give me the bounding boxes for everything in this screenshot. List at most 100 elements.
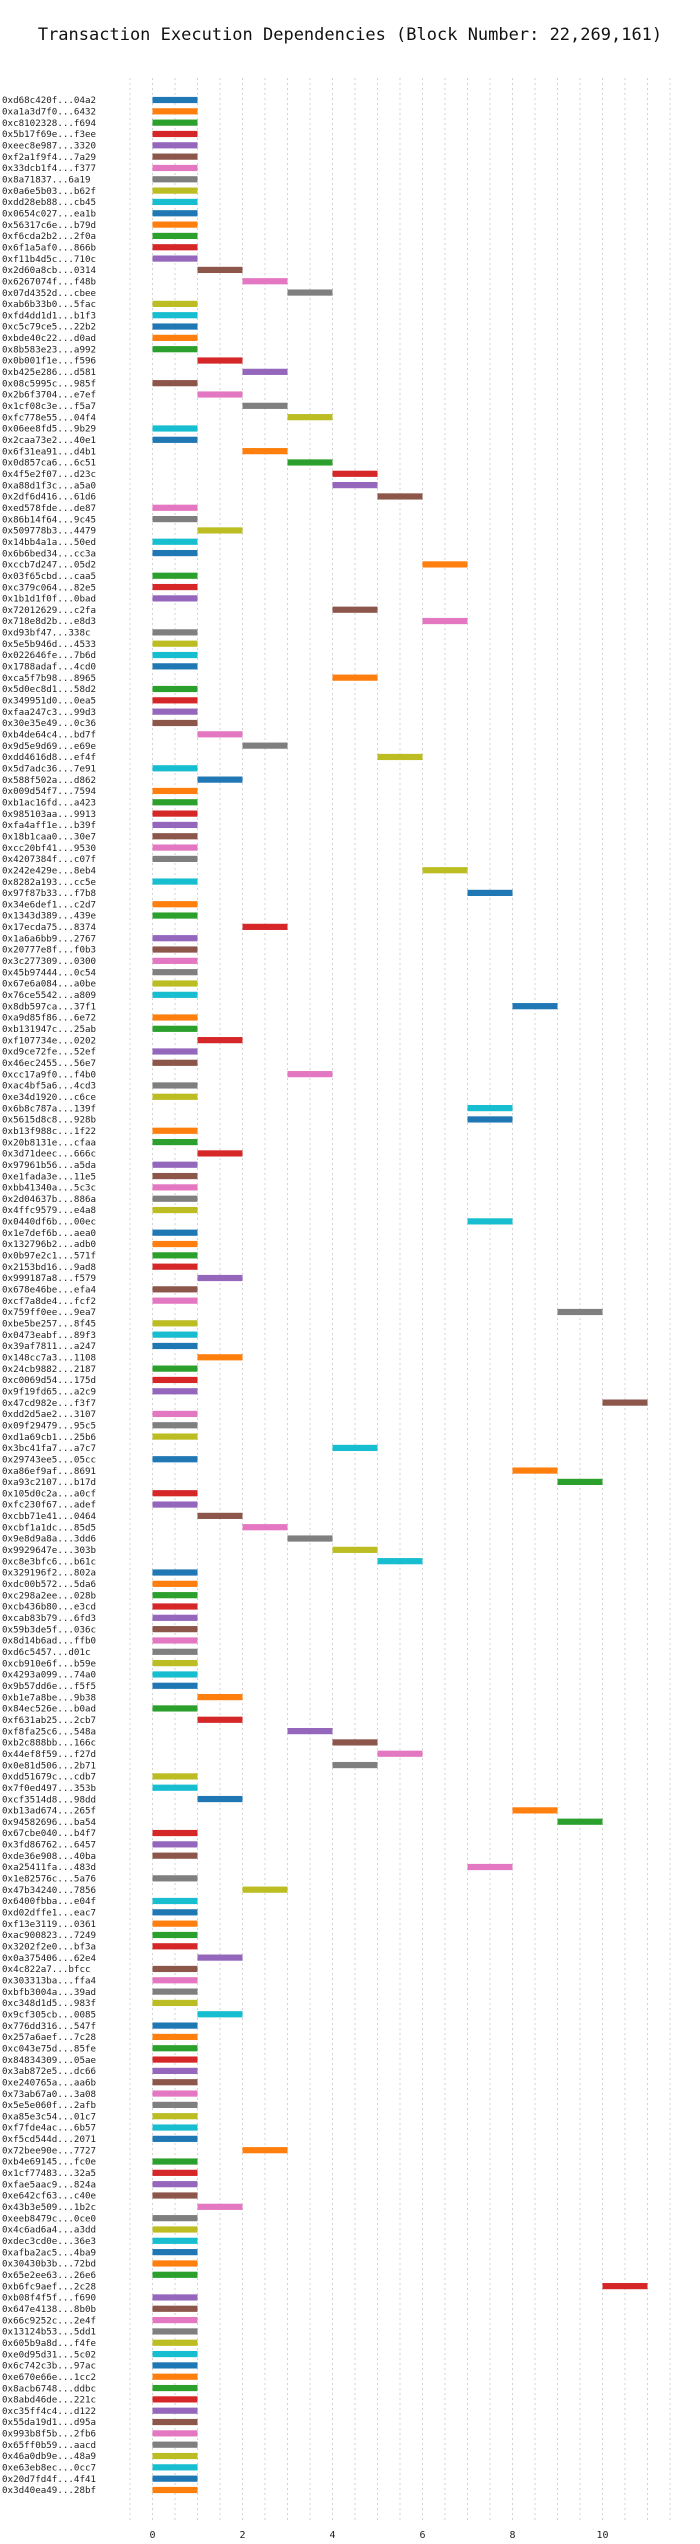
bar xyxy=(152,1660,198,1667)
bar xyxy=(152,2418,198,2426)
y-tick-label: 0xf8fa25c6...548a xyxy=(2,1726,96,1737)
bar xyxy=(152,1342,198,1350)
bar xyxy=(197,776,243,783)
bar xyxy=(152,187,198,194)
bar xyxy=(152,912,198,919)
bar xyxy=(152,1240,198,1248)
bar xyxy=(152,2237,198,2244)
bar xyxy=(152,1569,198,1576)
bar xyxy=(152,176,198,183)
y-tick-label: 0x0440df6b...00ec xyxy=(2,1217,96,1228)
bar xyxy=(152,1320,198,1327)
y-tick-label: 0xfaa247c3...99d3 xyxy=(2,707,96,718)
y-tick-label: 0xdd51679c...cdb7 xyxy=(2,1772,96,1783)
y-tick-label: 0x4ffc9579...e4a8 xyxy=(2,1205,96,1216)
bar xyxy=(152,1048,198,1055)
y-tick-label: 0x2caa73e2...40e1 xyxy=(2,435,96,446)
y-tick-label: 0xdec3cd0e...36e3 xyxy=(2,2236,96,2247)
y-tick-label: 0xe240765a...aa6b xyxy=(2,2077,96,2088)
y-tick-label: 0x33dcb1f4...f377 xyxy=(2,163,96,174)
bar xyxy=(152,1014,198,1021)
bar xyxy=(152,1206,198,1214)
y-tick-label: 0x73ab67a0...3a08 xyxy=(2,2089,96,2100)
y-tick-label: 0xf11b4d5c...710c xyxy=(2,254,96,265)
bar xyxy=(152,436,198,443)
y-tick-label: 0xe670e66e...1cc2 xyxy=(2,2372,96,2383)
y-tick-label: 0x1788adaf...4cd0 xyxy=(2,662,96,673)
bar xyxy=(287,1535,333,1542)
bar xyxy=(152,323,198,330)
y-tick-label: 0x8a71837...6a19 xyxy=(2,174,91,185)
y-tick-label: 0x6b8c787a...139f xyxy=(2,1103,96,1114)
y-tick-label: 0x17ecda75...8374 xyxy=(2,922,97,933)
y-tick-label: 0x67e6a084...a0be xyxy=(2,979,96,990)
bar xyxy=(152,1931,198,1939)
bar xyxy=(152,2260,198,2267)
y-tick-label: 0xab6b33b0...5fac xyxy=(2,299,96,310)
y-tick-label: 0x8acb6748...ddbc xyxy=(2,2383,96,2394)
y-tick-label: 0xe0d95d31...5c02 xyxy=(2,2349,96,2360)
bar xyxy=(152,1025,198,1032)
bar xyxy=(152,2373,198,2380)
y-tick-label: 0xa85e3c54...01c7 xyxy=(2,2111,96,2122)
bar xyxy=(152,2475,198,2482)
bar xyxy=(152,572,198,579)
bar xyxy=(152,651,198,659)
bar xyxy=(152,685,198,693)
y-tick-label: 0x30430b3b...72bd xyxy=(2,2259,96,2270)
y-tick-label: 0xcbf1a1dc...85d5 xyxy=(2,1522,96,1533)
bar xyxy=(152,108,198,115)
bar xyxy=(152,2452,198,2460)
bar xyxy=(152,980,198,987)
y-tick-label: 0xed578fde...de87 xyxy=(2,503,96,514)
bar xyxy=(512,1807,558,1814)
bar xyxy=(152,1671,198,1678)
bar xyxy=(332,606,378,613)
bar xyxy=(152,1501,198,1508)
y-tick-label: 0x303313ba...ffa4 xyxy=(2,1975,97,1986)
bar xyxy=(152,2316,198,2324)
bar xyxy=(152,1195,198,1202)
y-tick-label: 0xb4de64c4...bd7f xyxy=(2,730,96,741)
y-tick-label: 0xbb41340a...5c3c xyxy=(2,1183,96,1194)
y-tick-label: 0xf2a1f9f4...7a29 xyxy=(2,152,96,163)
y-tick-label: 0xa9d85f86...6e72 xyxy=(2,1013,96,1024)
bar xyxy=(152,640,198,647)
y-tick-label: 0x0b97e2c1...571f xyxy=(2,1251,96,1262)
y-tick-label: 0x0b001f1e...f596 xyxy=(2,356,96,367)
bar xyxy=(152,2396,198,2403)
y-tick-label: 0xb08f4f5f...f690 xyxy=(2,2293,96,2304)
y-tick-label: 0x0d857ca6...6c51 xyxy=(2,458,96,469)
y-tick-label: 0xc348d1d5...983f xyxy=(2,1998,96,2009)
y-tick-label: 0x3d40ea49...28bf xyxy=(2,2485,96,2496)
bar xyxy=(152,1229,198,1236)
y-tick-label: 0x3202f2e0...bf3a xyxy=(2,1942,96,1953)
y-tick-label: 0x56317c6e...b79d xyxy=(2,220,96,231)
y-tick-label: 0x105d0c2a...a0cf xyxy=(2,1488,96,1499)
y-tick-label: 0x6c742c3b...97ac xyxy=(2,2361,96,2372)
y-tick-label: 0xf6cda2b2...2f0a xyxy=(2,231,96,242)
y-tick-labels: 0xd68c420f...04a20xa1a3d7f0...64320xc810… xyxy=(2,95,97,2496)
y-tick-label: 0x72012629...c2fa xyxy=(2,605,96,616)
y-tick-label: 0x30e35e49...0c36 xyxy=(2,718,96,729)
y-tick-label: 0xcc17a9f0...f4b0 xyxy=(2,1069,96,1080)
bar xyxy=(467,1116,513,1123)
y-tick-label: 0xfc230f67...adef xyxy=(2,1500,96,1511)
y-tick-label: 0x4c822a7...bfcc xyxy=(2,1964,91,1975)
bar xyxy=(152,1626,198,1633)
y-tick-label: 0xcf3514d8...98dd xyxy=(2,1794,96,1805)
y-tick-label: 0xeeb8479c...0ce0 xyxy=(2,2213,96,2224)
bar xyxy=(152,1331,198,1338)
y-tick-label: 0x9d5e9d69...e69e xyxy=(2,741,96,752)
y-tick-label: 0x8282a193...cc5e xyxy=(2,877,96,888)
bar xyxy=(152,844,198,851)
x-tick-labels: 0 2 4 6 8 10 xyxy=(149,2530,608,2541)
y-tick-label: 0x2df6d416...61d6 xyxy=(2,492,96,503)
bar xyxy=(152,1897,198,1905)
y-tick-label: 0xfd4dd1d1...b1f3 xyxy=(2,310,96,321)
bar xyxy=(152,1127,198,1134)
bar xyxy=(152,346,198,353)
bar xyxy=(152,232,198,240)
bar xyxy=(152,2124,198,2131)
bar xyxy=(152,1433,198,1440)
